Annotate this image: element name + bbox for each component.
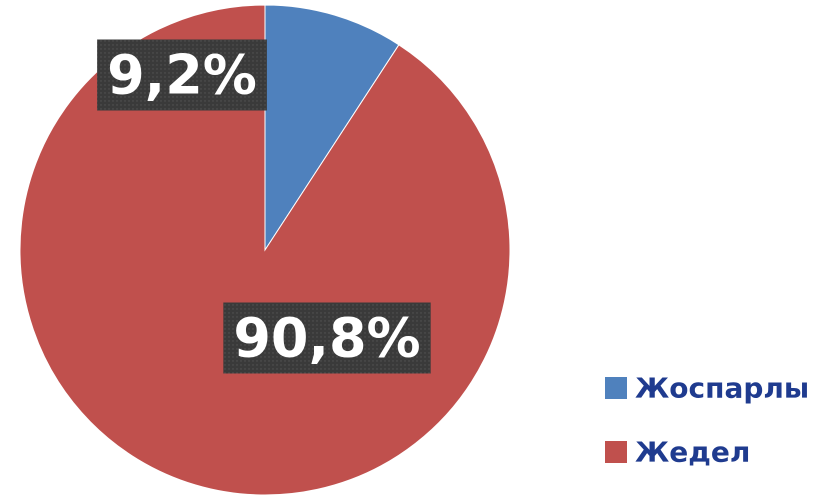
data-label: 90,8% bbox=[233, 307, 420, 370]
pie-slice bbox=[264, 4, 400, 252]
legend: Жоспарлы Жедел bbox=[605, 372, 809, 469]
legend-label: Жедел bbox=[635, 436, 750, 469]
legend-swatch bbox=[605, 441, 627, 463]
data-labels: 9,2% 90,8% bbox=[97, 39, 431, 374]
legend-swatch bbox=[605, 377, 627, 399]
data-label: 9,2% bbox=[107, 44, 257, 107]
legend-label: Жоспарлы bbox=[635, 372, 809, 405]
data-label-box bbox=[97, 39, 267, 111]
data-label-box bbox=[223, 302, 431, 374]
